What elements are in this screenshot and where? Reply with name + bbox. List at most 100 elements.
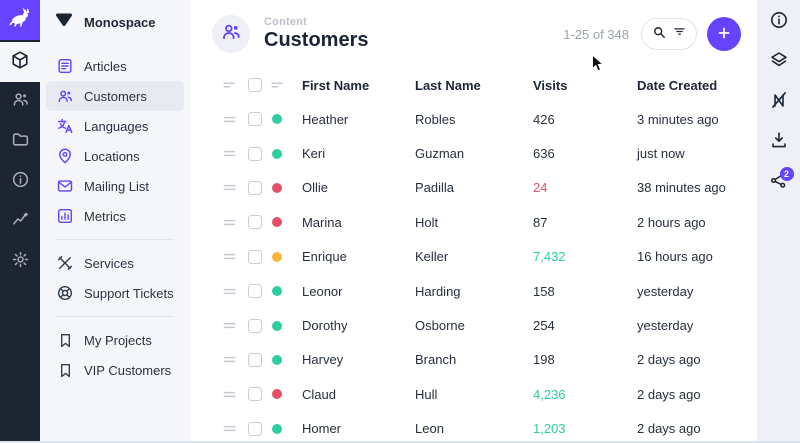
- filter-icon[interactable]: [672, 24, 687, 44]
- cell-visits: 636: [533, 146, 555, 162]
- row-checkbox[interactable]: [248, 146, 262, 161]
- share-button[interactable]: 2: [759, 162, 799, 202]
- cell-date-created: 2 days ago: [637, 352, 701, 368]
- sidebar-item-label: Locations: [84, 148, 140, 164]
- drag-handle-icon[interactable]: [222, 318, 242, 333]
- drag-handle-icon[interactable]: [222, 146, 242, 161]
- revisions-off-button[interactable]: [759, 82, 799, 122]
- cell-last-name: Harding: [415, 283, 461, 299]
- import-export-button[interactable]: [759, 122, 799, 162]
- sidebar-item-support-tickets[interactable]: Support Tickets: [46, 278, 184, 308]
- sidebar-item-articles[interactable]: Articles: [46, 51, 184, 81]
- metrics-icon: [56, 207, 74, 225]
- row-checkbox[interactable]: [248, 318, 262, 333]
- sidebar-nav: Articles Customers Languages Locations M…: [40, 44, 190, 385]
- cell-visits: 87: [533, 214, 548, 230]
- mail-icon: [56, 177, 74, 195]
- customers-table: First Name Last Name Visits Date Created…: [190, 68, 757, 443]
- search-icon[interactable]: [651, 24, 667, 45]
- bookmark-icon: [56, 331, 74, 349]
- row-checkbox[interactable]: [248, 249, 262, 264]
- drag-handle-icon[interactable]: [222, 284, 242, 299]
- sidebar-item-vip-customers[interactable]: VIP Customers: [46, 355, 184, 385]
- drag-handle-icon[interactable]: [222, 112, 242, 127]
- module-insights-button[interactable]: [0, 202, 40, 242]
- drag-handle-icon[interactable]: [222, 215, 242, 230]
- drag-handle-icon[interactable]: [222, 249, 242, 264]
- app-logo[interactable]: [0, 0, 40, 40]
- column-header-first-name[interactable]: First Name: [302, 77, 370, 93]
- drag-handle-icon[interactable]: [222, 387, 242, 402]
- sidebar-item-languages[interactable]: Languages: [46, 111, 184, 141]
- cell-last-name: Hull: [415, 386, 438, 402]
- table-row[interactable]: Leonor Harding 158 yesterday: [190, 274, 757, 308]
- tools-icon: [56, 254, 74, 272]
- sidebar-item-label: Articles: [84, 58, 127, 74]
- table-row[interactable]: Heather Robles 426 3 minutes ago: [190, 102, 757, 136]
- module-user-directory-button[interactable]: [0, 82, 40, 122]
- sidebar-item-label: Services: [84, 255, 134, 271]
- sidebar-item-services[interactable]: Services: [46, 248, 184, 278]
- cell-last-name: Robles: [415, 111, 456, 127]
- cell-first-name: Harvey: [302, 352, 344, 368]
- manual-sort-icon[interactable]: [222, 78, 242, 92]
- table-row[interactable]: Ollie Padilla 24 38 minutes ago: [190, 171, 757, 205]
- table-row[interactable]: Homer Leon 1,203 2 days ago: [190, 412, 757, 443]
- drag-handle-icon[interactable]: [222, 180, 242, 195]
- column-header-date-created[interactable]: Date Created: [637, 77, 718, 93]
- cell-first-name: Marina: [302, 214, 342, 230]
- cell-visits: 7,432: [533, 249, 566, 265]
- sidebar-item-metrics[interactable]: Metrics: [46, 201, 184, 231]
- table-row[interactable]: Claud Hull 4,236 2 days ago: [190, 377, 757, 411]
- module-content-button[interactable]: [0, 42, 40, 82]
- table-row[interactable]: Enrique Keller 7,432 16 hours ago: [190, 240, 757, 274]
- project-header[interactable]: Monospace: [40, 0, 190, 44]
- right-toolbar: 2: [757, 0, 800, 443]
- row-checkbox[interactable]: [248, 387, 262, 402]
- module-documentation-button[interactable]: [0, 162, 40, 202]
- module-file-library-button[interactable]: [0, 122, 40, 162]
- table-row[interactable]: Dorothy Osborne 254 yesterday: [190, 308, 757, 342]
- layers-icon: [769, 50, 789, 75]
- row-checkbox[interactable]: [248, 284, 262, 299]
- layout-options-button[interactable]: [759, 42, 799, 82]
- gear-icon: [11, 250, 30, 274]
- cell-last-name: Keller: [415, 249, 449, 265]
- table-row[interactable]: Keri Guzman 636 just now: [190, 136, 757, 170]
- drag-handle-icon[interactable]: [222, 421, 242, 436]
- cell-visits: 254: [533, 318, 555, 334]
- cell-date-created: just now: [637, 146, 685, 162]
- select-all-checkbox[interactable]: [248, 78, 262, 92]
- project-name: Monospace: [84, 14, 156, 30]
- table-row[interactable]: Marina Holt 87 2 hours ago: [190, 205, 757, 239]
- sidebar: Monospace Articles Customers Languages L…: [40, 0, 190, 443]
- info-button[interactable]: [759, 2, 799, 42]
- row-checkbox[interactable]: [248, 421, 262, 436]
- drag-handle-icon[interactable]: [222, 352, 242, 367]
- add-item-button[interactable]: [707, 17, 741, 51]
- row-checkbox[interactable]: [248, 112, 262, 127]
- sidebar-item-my-projects[interactable]: My Projects: [46, 325, 184, 355]
- sidebar-item-customers[interactable]: Customers: [46, 81, 184, 111]
- row-checkbox[interactable]: [248, 180, 262, 195]
- table-row[interactable]: Harvey Branch 198 2 days ago: [190, 343, 757, 377]
- import-icon: [769, 130, 789, 155]
- cell-last-name: Guzman: [415, 146, 465, 162]
- lifebuoy-icon: [56, 284, 74, 302]
- status-sort-icon[interactable]: [270, 78, 302, 92]
- cell-visits: 1,203: [533, 421, 566, 437]
- sidebar-item-label: Mailing List: [84, 178, 150, 194]
- search-filter-pill[interactable]: [641, 18, 697, 50]
- column-header-visits[interactable]: Visits: [533, 77, 568, 93]
- page-title: Customers: [264, 29, 369, 51]
- column-header-last-name[interactable]: Last Name: [415, 77, 481, 93]
- module-settings-button[interactable]: [0, 242, 40, 282]
- cell-visits: 158: [533, 283, 555, 299]
- row-checkbox[interactable]: [248, 352, 262, 367]
- sidebar-item-mailing-list[interactable]: Mailing List: [46, 171, 184, 201]
- table-header-row: First Name Last Name Visits Date Created: [190, 68, 757, 102]
- row-checkbox[interactable]: [248, 215, 262, 230]
- info-icon: [11, 170, 30, 194]
- sidebar-item-locations[interactable]: Locations: [46, 141, 184, 171]
- collection-avatar: [212, 15, 250, 53]
